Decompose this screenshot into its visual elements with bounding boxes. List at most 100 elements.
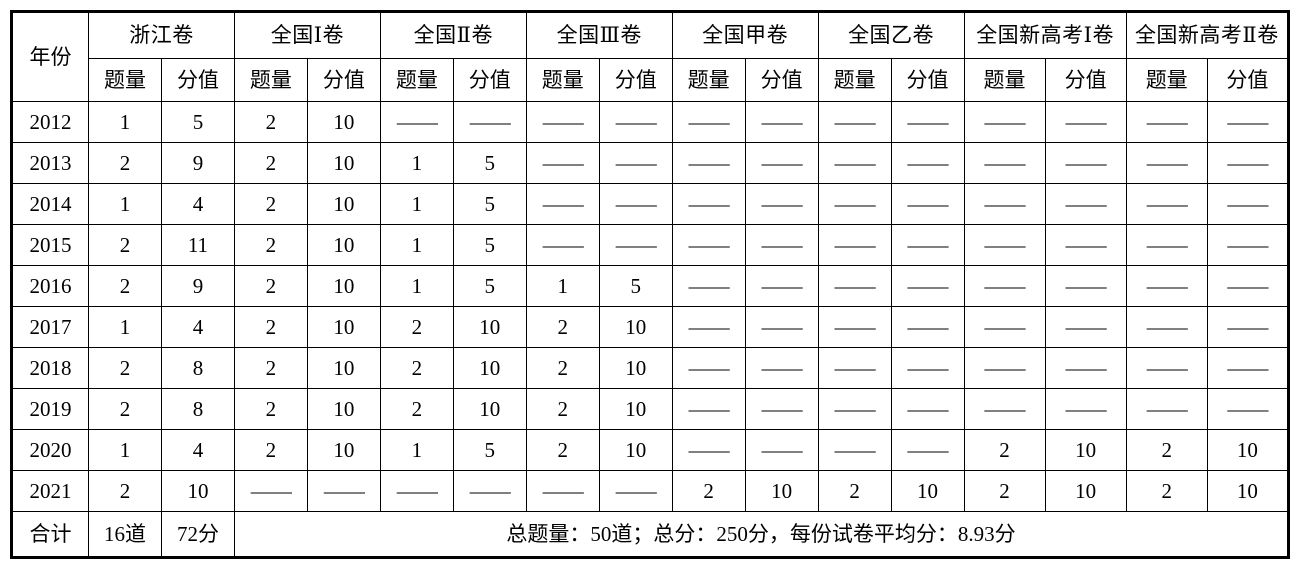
cell: 2: [817, 470, 892, 512]
header-sub-score-2: 分值: [452, 58, 527, 102]
cell: ——: [525, 142, 600, 184]
cell: ——: [671, 388, 746, 430]
cell: 10: [306, 347, 381, 389]
cell: ——: [1044, 265, 1127, 307]
cell: ——: [890, 183, 965, 225]
cell: ——: [1125, 265, 1208, 307]
cell: 1: [525, 265, 600, 307]
cell: 10: [160, 470, 235, 512]
cell: 2: [379, 306, 454, 348]
cell: 10: [598, 347, 673, 389]
cell: ——: [671, 101, 746, 143]
cell: 10: [306, 265, 381, 307]
cell: ——: [452, 470, 527, 512]
cell: ——: [890, 347, 965, 389]
row-year: 2019: [10, 388, 90, 430]
header-row-subcolumns: 题量 分值 题量 分值 题量 分值 题量 分值 题量 分值 题量 分值 题量 分…: [12, 58, 1290, 102]
cell: 10: [306, 388, 381, 430]
cell: 10: [306, 429, 381, 471]
cell: ——: [744, 142, 819, 184]
header-sub-score-3: 分值: [598, 58, 673, 102]
cell: ——: [890, 306, 965, 348]
cell: 2: [233, 388, 308, 430]
cell: ——: [671, 306, 746, 348]
cell: 2: [525, 347, 600, 389]
row-year: 2015: [10, 224, 90, 266]
cell: ——: [1206, 306, 1290, 348]
cell: ——: [817, 265, 892, 307]
cell: 2: [88, 224, 162, 266]
cell: ——: [379, 470, 454, 512]
cell: ——: [1125, 306, 1208, 348]
table-header: 年份 浙江卷 全国Ⅰ卷 全国Ⅱ卷 全国Ⅲ卷 全国甲卷 全国乙卷 全国新高考Ⅰ卷 …: [10, 11, 1290, 102]
cell: ——: [1125, 183, 1208, 225]
total-label: 合计: [10, 511, 90, 558]
cell: ——: [1044, 306, 1127, 348]
header-sub-count-5: 题量: [817, 58, 892, 102]
total-summary: 总题量：50道；总分：250分，每份试卷平均分：8.93分: [233, 511, 1290, 558]
cell: ——: [963, 101, 1046, 143]
table-row: 2013 2 9 2 10 1 5 —— —— —— —— —— —— —— —…: [10, 142, 1290, 184]
cell: 1: [88, 101, 162, 143]
table-row: 2018 2 8 2 10 2 10 2 10 —— —— —— —— —— —…: [10, 347, 1290, 389]
header-group-national-1: 全国Ⅰ卷: [233, 11, 381, 59]
header-sub-count-3: 题量: [525, 58, 600, 102]
row-year: 2020: [10, 429, 90, 471]
header-group-xingaokao-1: 全国新高考Ⅰ卷: [963, 11, 1127, 59]
cell: ——: [1125, 101, 1208, 143]
cell: ——: [1206, 347, 1290, 389]
total-count: 16道: [88, 511, 162, 558]
row-year: 2018: [10, 347, 90, 389]
exam-statistics-table: 年份 浙江卷 全国Ⅰ卷 全国Ⅱ卷 全国Ⅲ卷 全国甲卷 全国乙卷 全国新高考Ⅰ卷 …: [10, 10, 1290, 559]
cell: 1: [88, 306, 162, 348]
cell: 2: [88, 265, 162, 307]
table-row: 2014 1 4 2 10 1 5 —— —— —— —— —— —— —— —…: [10, 183, 1290, 225]
cell: ——: [963, 183, 1046, 225]
cell: ——: [1044, 224, 1127, 266]
cell: ——: [671, 183, 746, 225]
cell: ——: [744, 101, 819, 143]
cell: 2: [233, 429, 308, 471]
cell: 10: [452, 306, 527, 348]
table-row: 2012 1 5 2 10 —— —— —— —— —— —— —— —— ——…: [10, 101, 1290, 143]
cell: ——: [1044, 347, 1127, 389]
header-group-xingaokao-2: 全国新高考Ⅱ卷: [1125, 11, 1290, 59]
table-row: 2020 1 4 2 10 1 5 2 10 —— —— —— —— 2 10 …: [10, 429, 1290, 471]
header-sub-count-7: 题量: [1125, 58, 1208, 102]
cell: 1: [379, 183, 454, 225]
cell: ——: [1206, 101, 1290, 143]
cell: ——: [817, 429, 892, 471]
cell: ——: [1206, 388, 1290, 430]
cell: ——: [306, 470, 381, 512]
cell: ——: [598, 470, 673, 512]
cell: 2: [963, 470, 1046, 512]
cell: 10: [306, 142, 381, 184]
cell: ——: [1044, 101, 1127, 143]
header-sub-score-4: 分值: [744, 58, 819, 102]
cell: ——: [598, 101, 673, 143]
cell: 5: [452, 265, 527, 307]
header-sub-count-4: 题量: [671, 58, 746, 102]
cell: 2: [233, 265, 308, 307]
cell: 2: [525, 388, 600, 430]
cell: ——: [1125, 142, 1208, 184]
cell: ——: [744, 388, 819, 430]
cell: ——: [963, 224, 1046, 266]
header-sub-score-6: 分值: [1044, 58, 1127, 102]
cell: ——: [525, 183, 600, 225]
cell: 2: [233, 101, 308, 143]
cell: ——: [525, 470, 600, 512]
cell: ——: [817, 142, 892, 184]
cell: 10: [1044, 429, 1127, 471]
header-sub-count-6: 题量: [963, 58, 1046, 102]
cell: 4: [160, 183, 235, 225]
cell: 10: [452, 347, 527, 389]
cell: ——: [671, 224, 746, 266]
cell: ——: [1206, 224, 1290, 266]
cell: 4: [160, 306, 235, 348]
cell: 2: [379, 347, 454, 389]
cell: ——: [963, 265, 1046, 307]
cell: 9: [160, 265, 235, 307]
cell: 10: [306, 306, 381, 348]
